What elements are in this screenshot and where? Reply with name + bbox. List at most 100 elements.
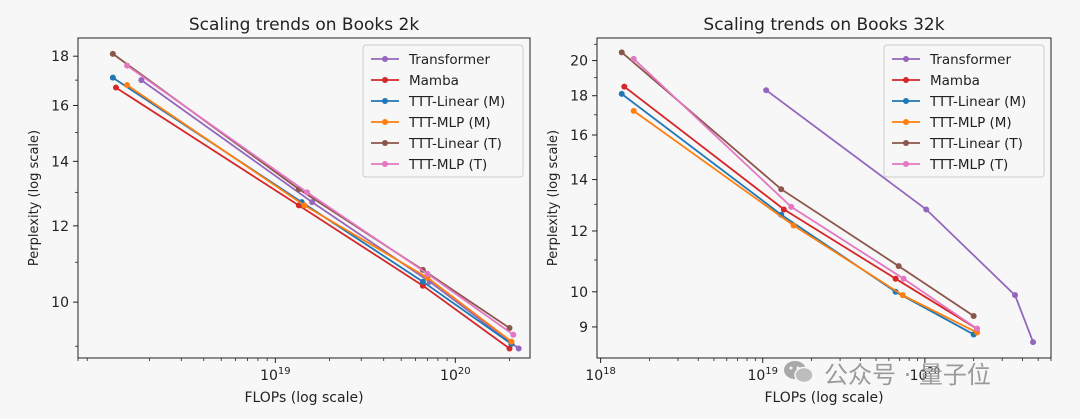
data-point <box>895 263 902 270</box>
legend-swatch-marker <box>903 140 909 146</box>
chart-svg: Scaling trends on Books 32k FLOPs (log sc… <box>546 15 1052 406</box>
chart-books-32k: Scaling trends on Books 32k FLOPs (log sc… <box>540 0 1080 419</box>
x-tick-base: 10 <box>910 368 928 384</box>
y-axis-label: Perplexity (log scale) <box>546 130 561 266</box>
legend-item: TTT-MLP (M) <box>371 115 491 131</box>
legend-label: TTT-MLP (M) <box>929 115 1012 131</box>
legend: Transformer Mamba TTT-Linear (M) TTT-MLP (M… <box>883 44 1045 178</box>
chart-books-2k: Scaling trends on Books 2k FLOPs (log sca… <box>27 15 531 406</box>
legend-item: TTT-Linear (T) <box>892 136 1023 152</box>
data-point <box>780 206 787 213</box>
data-point <box>506 345 513 352</box>
x-tick-exponent: 19 <box>278 366 291 377</box>
data-point <box>618 49 625 56</box>
data-point <box>424 270 431 277</box>
data-point <box>109 50 116 57</box>
legend-item: TTT-MLP (M) <box>892 115 1012 131</box>
y-tick-label: 20 <box>570 54 588 70</box>
series-ttt-mlp-m <box>124 82 515 345</box>
y-tick-label: 14 <box>570 173 588 189</box>
legend-swatch-marker <box>382 77 388 83</box>
data-point <box>790 222 797 229</box>
legend-label: Mamba <box>409 73 459 89</box>
legend-swatch-marker <box>903 77 909 83</box>
legend-item: TTT-Linear (M) <box>371 94 505 110</box>
data-point <box>900 275 907 282</box>
data-point <box>778 186 785 193</box>
x-tick-base: 10 <box>440 368 458 384</box>
legend-swatch-marker <box>903 119 909 125</box>
series-line <box>633 110 978 334</box>
y-tick-label: 10 <box>51 295 69 311</box>
legend-swatch-marker <box>903 98 909 104</box>
data-point <box>515 345 522 352</box>
x-tick-base: 10 <box>747 368 765 384</box>
legend-label: Transformer <box>929 52 1011 68</box>
x-tick-exponent: 18 <box>603 366 616 377</box>
series-line <box>633 58 978 330</box>
data-point <box>124 62 131 69</box>
data-point <box>630 107 637 114</box>
series-ttt-mlp-t <box>630 55 981 332</box>
data-point <box>1012 292 1019 299</box>
series-line <box>140 79 520 350</box>
y-tick-label: 12 <box>51 219 69 235</box>
legend-item: Transformer <box>892 52 1011 68</box>
data-point <box>506 325 513 332</box>
x-tick-label: 1018 <box>585 366 616 384</box>
chart-svg: Scaling trends on Books 2k FLOPs (log sca… <box>27 15 531 406</box>
series-line <box>621 51 975 317</box>
y-tick-label: 14 <box>51 154 69 170</box>
data-point <box>419 278 426 285</box>
data-point <box>309 199 316 206</box>
legend-label: TTT-Linear (M) <box>408 94 505 110</box>
data-point <box>974 325 981 332</box>
y-tick-label: 12 <box>570 224 588 240</box>
x-tick-label: 1020 <box>910 366 941 384</box>
x-tick-exponent: 20 <box>927 366 940 377</box>
legend-item: TTT-Linear (T) <box>371 136 502 152</box>
x-axis-label: FLOPs (log scale) <box>764 390 883 406</box>
legend-swatch-marker <box>903 161 909 167</box>
y-tick-label: 16 <box>570 128 588 144</box>
data-point <box>1030 339 1037 346</box>
chart-title: Scaling trends on Books 2k <box>189 15 420 35</box>
y-tick-label: 16 <box>51 98 69 114</box>
series-ttt-linear-t <box>618 49 977 320</box>
data-point <box>621 83 628 90</box>
legend-swatch-marker <box>382 119 388 125</box>
data-point <box>138 77 145 84</box>
data-point <box>892 275 899 282</box>
data-point <box>124 82 131 89</box>
data-point <box>923 206 930 213</box>
x-tick-exponent: 19 <box>765 366 778 377</box>
legend-item: Mamba <box>371 73 459 89</box>
watermark: 公众号 · 量子位 <box>782 352 991 392</box>
wechat-icon <box>784 361 814 384</box>
data-point <box>301 202 308 209</box>
legend-item: TTT-Linear (M) <box>892 94 1026 110</box>
data-point <box>630 55 637 62</box>
data-point <box>970 313 977 320</box>
watermark-text: 公众号 · 量子位 <box>824 360 991 389</box>
series-line <box>126 64 514 336</box>
series-line <box>115 86 511 350</box>
data-point <box>109 74 116 81</box>
data-point <box>899 292 906 299</box>
legend-item: Transformer <box>371 52 490 68</box>
legend-swatch-marker <box>382 140 388 146</box>
legend-swatch-marker <box>382 56 388 62</box>
x-tick-exponent: 20 <box>458 366 471 377</box>
series-line <box>126 84 512 343</box>
series-transformer <box>763 87 1037 346</box>
legend-label: TTT-Linear (T) <box>929 136 1023 152</box>
legend-box <box>883 44 1045 178</box>
data-point <box>763 87 770 94</box>
legend-box <box>362 44 524 178</box>
legend: Transformer Mamba TTT-Linear (M) TTT-MLP (M… <box>362 44 524 178</box>
x-tick-base: 10 <box>260 368 278 384</box>
legend-label: TTT-Linear (M) <box>929 94 1026 110</box>
legend-item: TTT-MLP (T) <box>892 157 1008 173</box>
series-line <box>623 85 978 330</box>
legend-item: Mamba <box>892 73 980 89</box>
